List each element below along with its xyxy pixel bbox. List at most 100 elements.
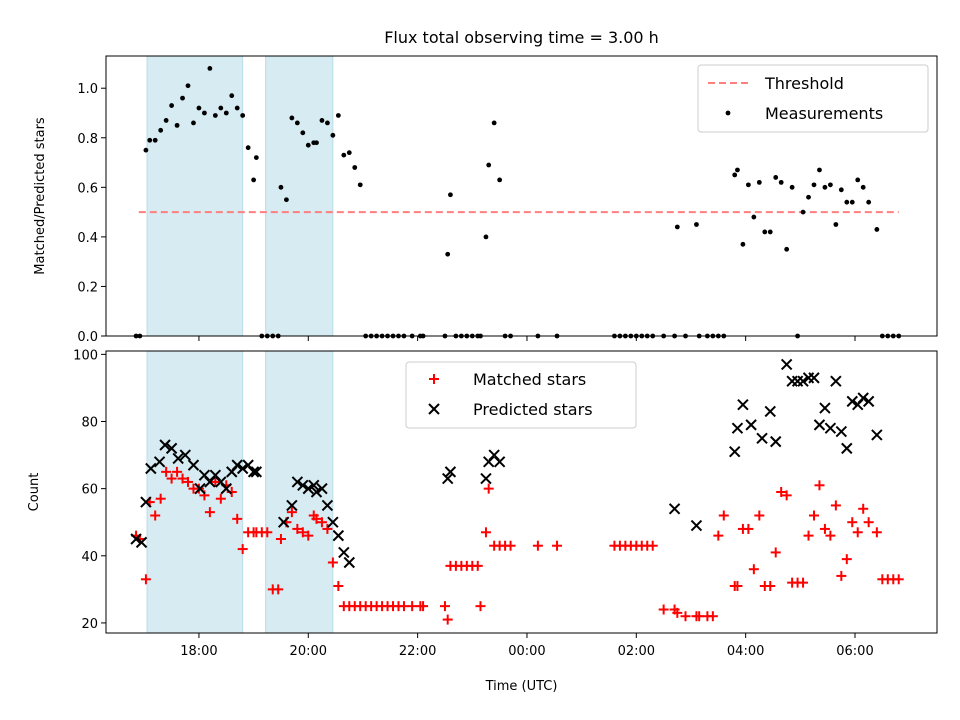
matched-star-point	[177, 473, 188, 484]
ratio-panel-y-ticks: 0.0 0.2 0.4 0.6 0.8 1.0	[77, 82, 106, 345]
measurement-point	[223, 110, 229, 116]
matched-star-point	[808, 510, 819, 521]
measurement-point	[860, 184, 866, 190]
matched-star-point	[858, 503, 869, 514]
matched-star-point	[483, 483, 494, 494]
y-tick-label: 0.4	[77, 231, 98, 246]
matched-star-point	[210, 476, 221, 487]
predicted-star-point	[441, 472, 454, 485]
matched-star-point	[480, 527, 491, 538]
measurement-point	[158, 127, 164, 133]
measurement-point	[448, 192, 453, 198]
measurement-point	[811, 182, 817, 188]
measurement-point	[284, 197, 289, 203]
predicted-star-point	[797, 375, 809, 387]
measurement-point	[822, 184, 828, 190]
predicted-star-point	[332, 529, 345, 542]
y-tick-label: 0.2	[77, 280, 98, 295]
ratio-panel-legend: Threshold Measurements	[697, 64, 929, 133]
matched-star-point	[836, 570, 847, 581]
matched-star-point	[803, 530, 814, 541]
shaded-span-2	[265, 55, 334, 337]
matched-star-point	[333, 581, 344, 591]
predicted-star-point	[756, 432, 768, 444]
measurement-point	[491, 120, 497, 126]
shaded-span-2	[265, 350, 334, 634]
measurement-point	[278, 184, 284, 190]
matched-star-point	[781, 490, 792, 501]
measurement-point	[180, 95, 185, 101]
predicted-star-point	[194, 482, 206, 495]
matched-legend-swatch	[429, 374, 439, 384]
predicted-star-point	[668, 503, 681, 515]
matched-star-point	[841, 554, 852, 565]
predicted-star-point	[310, 486, 323, 498]
measurement-point	[289, 115, 295, 121]
matched-star-point	[204, 507, 215, 518]
measurement-point	[732, 172, 738, 178]
predicted-star-point	[480, 472, 492, 485]
matched-star-point	[825, 530, 836, 541]
measurement-point	[163, 118, 169, 123]
predicted-star-point	[737, 399, 749, 411]
predicted-star-point	[159, 439, 171, 451]
predicted-star-point	[857, 392, 869, 404]
predicted-star-point	[145, 462, 157, 475]
matched-star-point	[292, 523, 303, 534]
predicted-star-point	[302, 482, 314, 495]
measurement-point	[762, 229, 768, 235]
measurement-point	[483, 234, 489, 240]
count-panel-legend: Matched stars Predicted stars	[405, 361, 637, 429]
predicted-star-point	[862, 395, 875, 408]
measurement-point	[253, 155, 259, 160]
measurement-point	[357, 182, 363, 188]
predicted-star-point	[764, 405, 776, 418]
matched-star-point	[442, 614, 453, 625]
matched-star-point	[893, 574, 904, 585]
matched-star-points	[131, 466, 904, 625]
measurement-point	[202, 110, 207, 116]
measurement-point	[694, 222, 699, 227]
matched-star-point	[552, 540, 563, 551]
count-panel-frame	[105, 350, 938, 634]
threshold-legend-label: Threshold	[764, 74, 844, 93]
predicted-legend-swatch	[428, 403, 440, 415]
x-tick-label: 00:00	[508, 644, 545, 659]
measurement-point	[849, 199, 855, 205]
matched-star-point	[647, 540, 658, 551]
predicted-star-point	[165, 442, 178, 455]
measurement-point	[874, 227, 880, 232]
predicted-star-point	[308, 479, 320, 491]
measurement-point	[234, 105, 240, 111]
predicted-star-point	[179, 449, 191, 461]
predicted-star-point	[220, 482, 232, 495]
y-tick-label: 0.6	[77, 181, 98, 196]
matched-star-point	[798, 577, 809, 588]
matched-legend-label: Matched stars	[473, 370, 586, 389]
x-axis-label: Time (UTC)	[485, 679, 558, 694]
measurement-point	[778, 179, 784, 185]
measurement-point	[305, 142, 311, 148]
matched-star-point	[322, 523, 333, 534]
count-panel-y-ticks: 20 40 60 80 100	[73, 348, 106, 632]
x-tick-label: 18:00	[180, 644, 217, 659]
measurements-legend-label: Measurements	[765, 104, 883, 123]
y-tick-label: 0.8	[77, 132, 98, 147]
measurement-point	[745, 182, 751, 188]
predicted-star-point	[297, 479, 309, 491]
matched-star-point	[327, 557, 338, 568]
predicted-star-point	[236, 462, 249, 475]
predicted-star-point	[172, 452, 184, 465]
matched-star-point	[472, 560, 483, 571]
measurement-point	[245, 145, 251, 151]
measurements-legend-swatch	[725, 110, 731, 116]
matched-star-point	[713, 530, 724, 541]
matched-star-point	[776, 487, 787, 497]
measurement-point	[218, 105, 224, 111]
matched-star-point	[273, 584, 284, 595]
measurement-point	[147, 137, 153, 143]
predicted-star-point	[830, 375, 842, 387]
measurement-point	[251, 177, 257, 183]
matched-star-point	[140, 574, 151, 585]
predicted-star-point	[731, 422, 744, 434]
